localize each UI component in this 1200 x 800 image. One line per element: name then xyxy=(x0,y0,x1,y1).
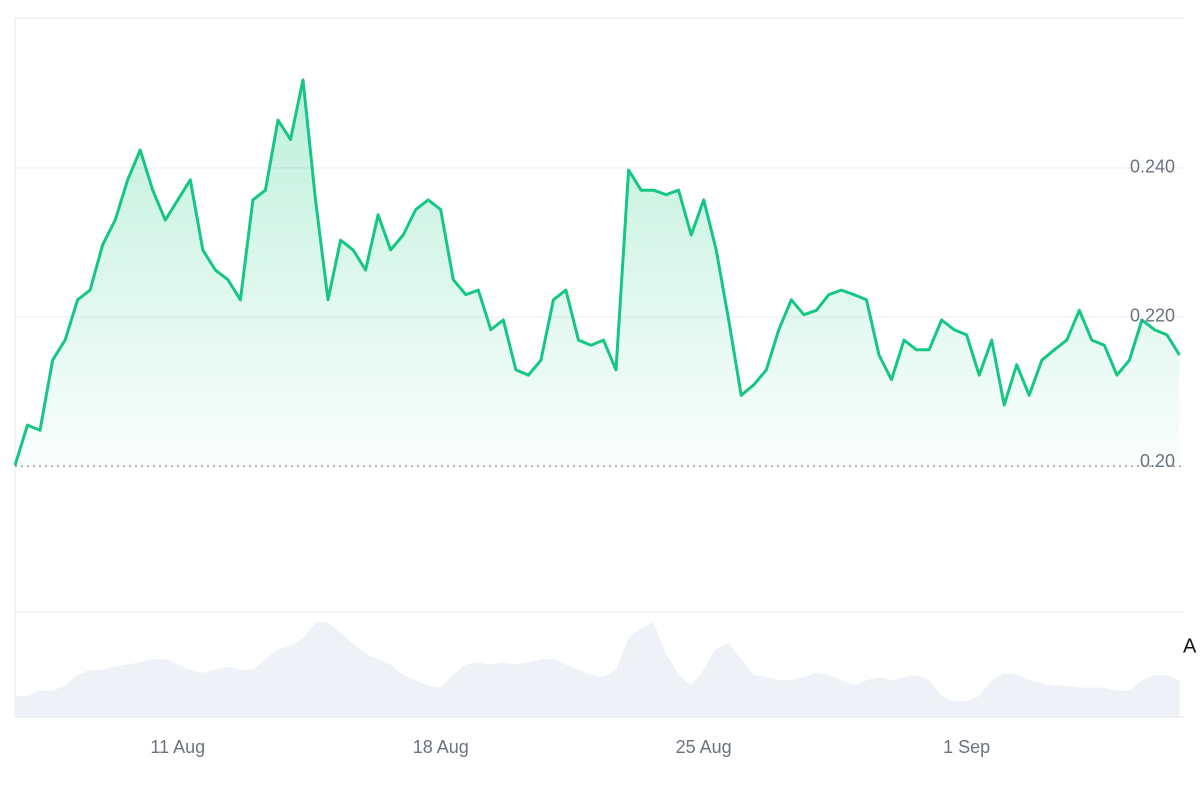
x-tick-label: 25 Aug xyxy=(676,737,732,757)
baseline-label: 0.20 xyxy=(1140,451,1175,471)
y-tick-label: 0.240 xyxy=(1130,157,1175,177)
y-tick-label: 0.220 xyxy=(1130,306,1175,326)
volume-area xyxy=(15,622,1180,717)
x-tick-label: 11 Aug xyxy=(150,737,205,757)
price-line xyxy=(13,78,1181,466)
price-area xyxy=(15,79,1180,467)
annotation: A xyxy=(1183,635,1197,657)
x-tick-label: 1 Sep xyxy=(943,737,990,757)
x-tick-label: 18 Aug xyxy=(413,737,469,757)
